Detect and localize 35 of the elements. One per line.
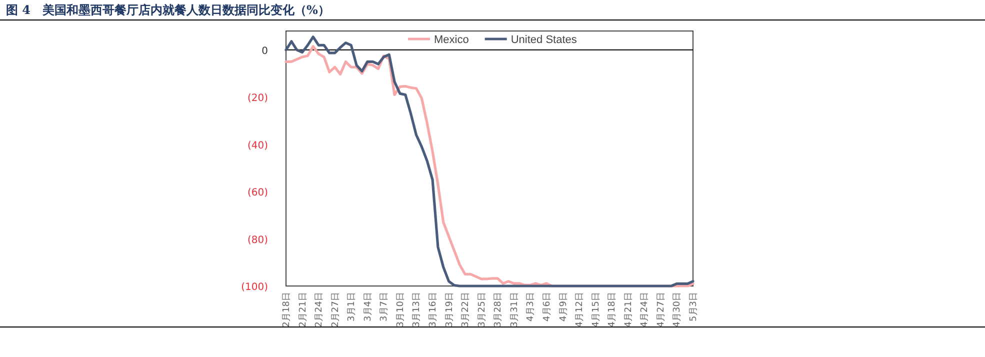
x-tick-label: 3月7日: [380, 292, 390, 322]
x-tick-label: 4月9日: [558, 292, 569, 322]
x-tick-label: 4月3日: [526, 292, 536, 322]
x-tick-label: 4月21日: [624, 292, 634, 328]
x-tick-label: 2月24日: [314, 292, 325, 328]
y-tick-label: (80): [247, 234, 268, 246]
x-tick-label: 5月3日: [689, 292, 699, 322]
x-tick-label: 3月28日: [494, 292, 504, 328]
x-tick-label: 4月24日: [640, 292, 650, 328]
x-tick-label: 4月18日: [608, 292, 618, 328]
x-tick-label: 2月18日: [282, 292, 292, 328]
y-tick-label: (40): [247, 140, 268, 152]
x-tick-label: 3月4日: [363, 292, 374, 322]
y-tick-label: (100): [241, 282, 268, 293]
legend-label: Mexico: [434, 34, 469, 46]
x-tick-label: 3月31日: [510, 292, 520, 328]
x-tick-label: 3月22日: [461, 292, 472, 328]
x-tick-label: 4月30日: [672, 292, 683, 328]
x-tick-label: 3月13日: [412, 292, 422, 328]
text: 图 4 美国和墨西哥餐厅店内就餐人数日数据同比变化（%）: [6, 3, 330, 17]
x-tick-label: 3月10日: [396, 292, 406, 328]
y-tick-label: (20): [247, 93, 268, 104]
y-tick-label: 0: [262, 46, 268, 57]
x-tick-label: 3月1日: [347, 292, 358, 322]
x-tick-label: 4月15日: [591, 292, 602, 328]
x-tick-label: 2月21日: [298, 292, 308, 328]
x-tick-label: 2月27日: [330, 292, 341, 328]
x-tick-label: 4月6日: [542, 292, 552, 322]
x-tick-label: 4月12日: [575, 292, 586, 328]
legend-label: United States: [510, 34, 578, 46]
x-tick-label: 3月25日: [477, 292, 488, 328]
x-tick-label: 3月16日: [428, 292, 439, 328]
x-tick-label: 4月27日: [656, 292, 666, 328]
y-tick-label: (60): [247, 188, 268, 199]
x-tick-label: 3月19日: [444, 292, 455, 328]
